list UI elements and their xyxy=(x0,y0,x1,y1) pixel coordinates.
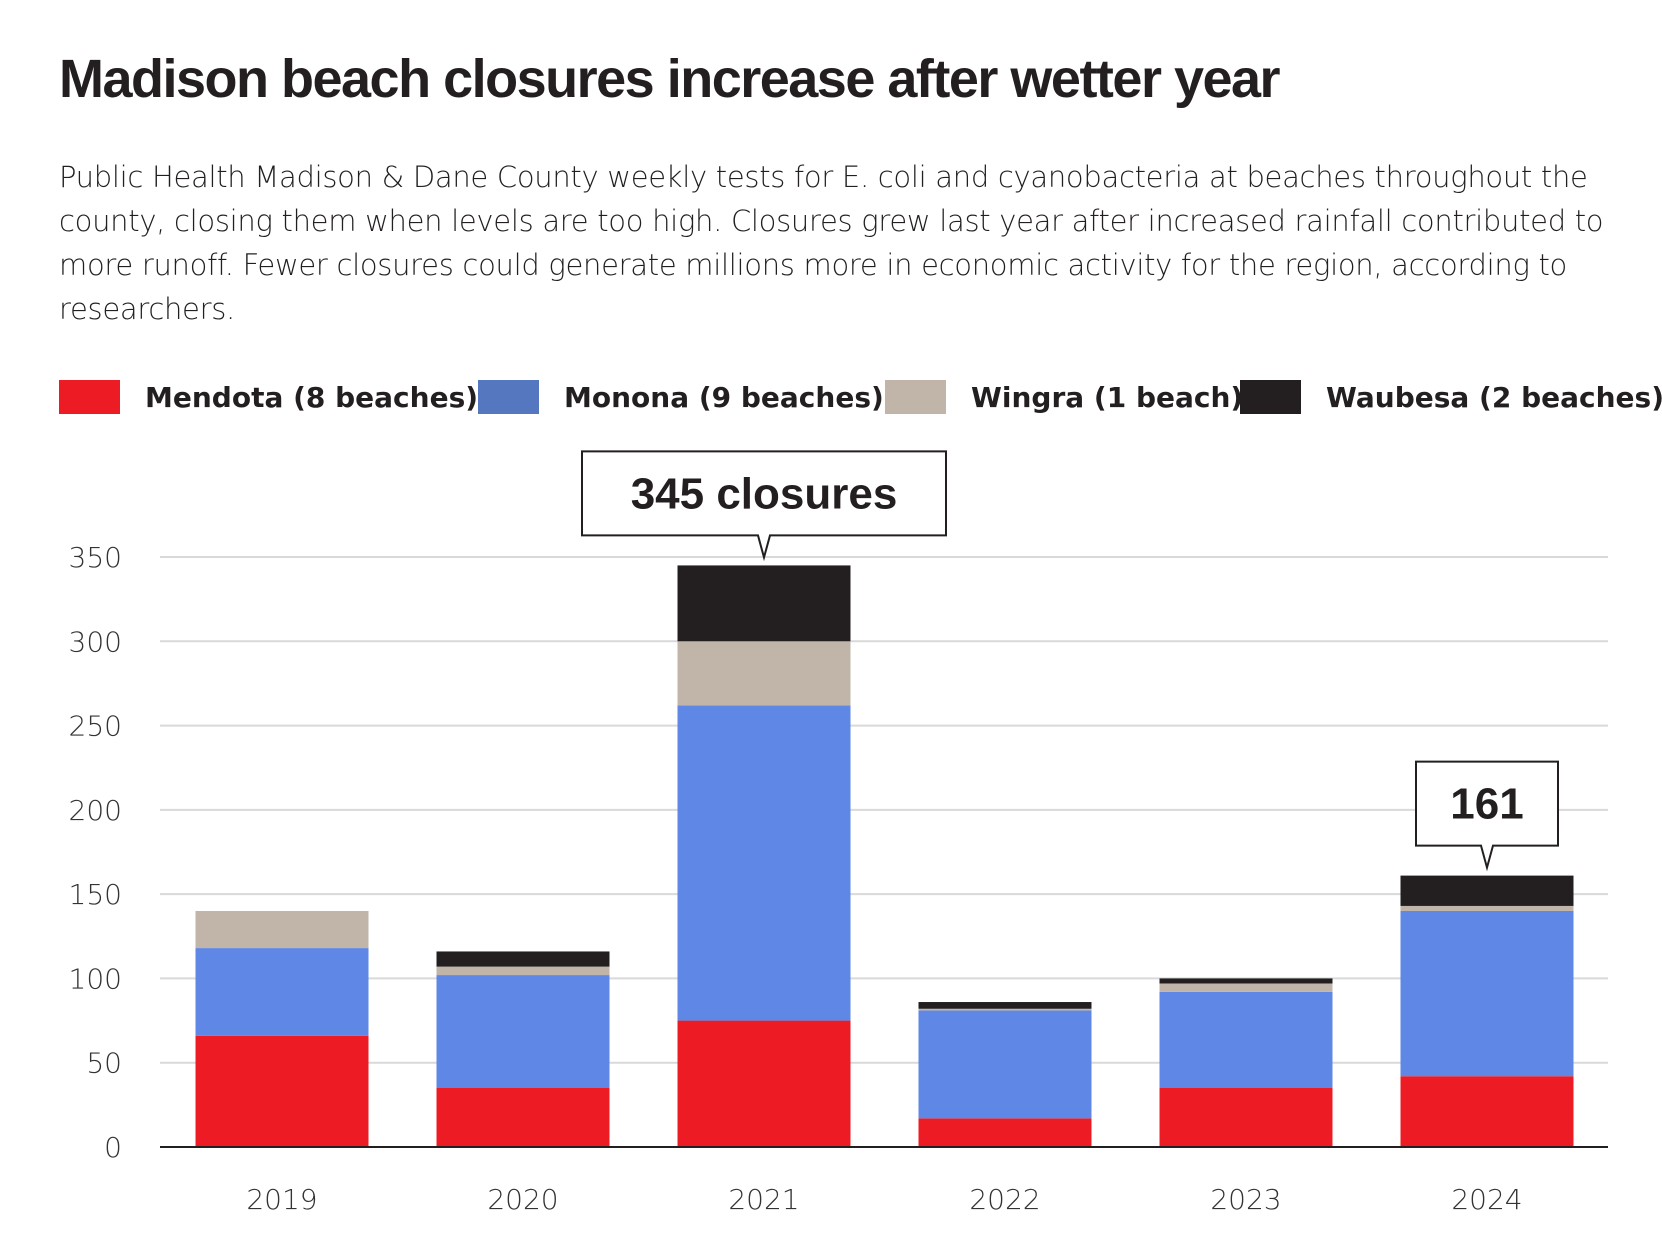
x-tick-label: 2022 xyxy=(969,1183,1040,1216)
legend-label-0: Mendota (8 beaches) xyxy=(145,381,478,414)
legend-swatch-3 xyxy=(1240,380,1301,414)
x-tick-label: 2019 xyxy=(246,1183,317,1216)
annotation-label: 345 closures xyxy=(631,469,898,518)
bar-segment-2022-2 xyxy=(918,1008,1092,1011)
annotation-box xyxy=(1415,760,1559,872)
bar-segment-2021-2 xyxy=(677,641,851,706)
legend-label-2: Wingra (1 beach) xyxy=(971,381,1243,414)
bar-segment-2022-3 xyxy=(918,1002,1092,1009)
bar-segment-2019-2 xyxy=(195,911,369,949)
bar-segment-2023-1 xyxy=(1159,991,1333,1088)
x-tick-label: 2024 xyxy=(1451,1183,1522,1216)
chart-title: Madison beach closures increase after we… xyxy=(59,49,1281,109)
bar-segment-2019-0 xyxy=(195,1035,369,1147)
bar-segment-2022-0 xyxy=(918,1118,1092,1147)
legend-swatch-1 xyxy=(478,380,539,414)
legend-label-1: Monona (9 beaches) xyxy=(564,381,884,414)
bar-segment-2024-1 xyxy=(1400,911,1574,1077)
bar-segment-2020-1 xyxy=(436,975,610,1088)
legend-label-3: Waubesa (2 beaches) xyxy=(1326,381,1662,414)
bar-segment-2020-3 xyxy=(436,951,610,967)
y-tick-label: 50 xyxy=(86,1047,122,1080)
bar-segment-2023-2 xyxy=(1159,983,1333,992)
legend-swatch-0 xyxy=(59,380,120,414)
annotation-label: 161 xyxy=(1450,780,1523,829)
y-tick-label: 150 xyxy=(69,878,122,911)
bar-segment-2021-3 xyxy=(677,565,851,642)
bar-segment-2021-1 xyxy=(677,705,851,1021)
legend-swatch-2 xyxy=(885,380,946,414)
chart-subtitle: Public Health Madison & Dane County week… xyxy=(59,160,1604,326)
bar-segment-2023-3 xyxy=(1159,978,1333,984)
bar-segment-2023-0 xyxy=(1159,1088,1333,1147)
bar-segment-2021-0 xyxy=(677,1020,851,1147)
annotation-box xyxy=(581,450,947,562)
bar-segment-2022-1 xyxy=(918,1010,1092,1119)
x-tick-label: 2020 xyxy=(487,1183,558,1216)
bar-segment-2020-0 xyxy=(436,1088,610,1147)
y-tick-label: 250 xyxy=(69,710,122,743)
y-tick-label: 100 xyxy=(69,962,122,995)
bar-segment-2024-3 xyxy=(1400,875,1574,906)
y-tick-label: 200 xyxy=(69,794,122,827)
bar-segment-2019-1 xyxy=(195,948,369,1036)
y-tick-label: 300 xyxy=(69,625,122,658)
x-tick-label: 2023 xyxy=(1210,1183,1281,1216)
x-tick-label: 2021 xyxy=(728,1183,799,1216)
y-tick-label: 350 xyxy=(69,541,122,574)
bar-segment-2024-2 xyxy=(1400,905,1574,911)
bar-segment-2024-0 xyxy=(1400,1076,1574,1147)
y-tick-label: 0 xyxy=(104,1131,122,1164)
bar-segment-2020-2 xyxy=(436,966,610,976)
